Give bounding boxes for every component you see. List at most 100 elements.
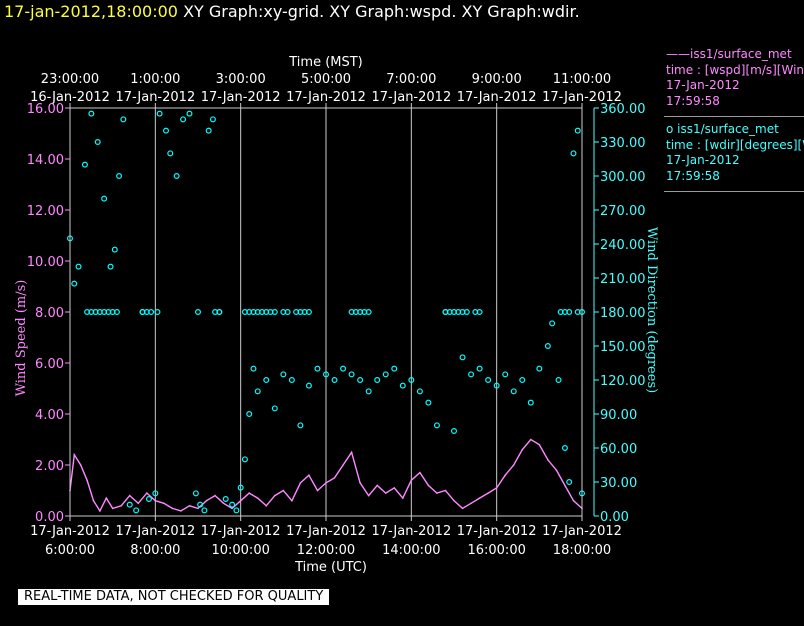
wdir-point xyxy=(323,371,330,378)
wspd-point xyxy=(291,499,293,502)
wdir-point xyxy=(519,377,526,384)
wdir-point xyxy=(81,161,88,168)
legend-wind-direction: o iss1/surface_met time : [wdir][degrees… xyxy=(666,122,804,184)
wspd-point xyxy=(222,502,225,505)
top-axis: 23:00:00 16-Jan-2012 1:00:00 17-Jan-2012 3:0… xyxy=(30,72,622,108)
wdir-point xyxy=(186,110,193,117)
bottom-tick-date: 17-Jan-2012 xyxy=(457,524,537,539)
bottom-tick-time: 16:00:00 xyxy=(467,543,525,558)
wdir-point xyxy=(152,490,159,497)
wdir-point xyxy=(233,507,240,514)
right-tick-label: 270.00 xyxy=(600,204,646,219)
top-axis-title: Time (MST) xyxy=(288,55,363,70)
wspd-point xyxy=(325,482,327,484)
wspd-point xyxy=(393,487,396,489)
wdir-point xyxy=(468,371,475,378)
chart-grid xyxy=(154,108,498,516)
wdir-point xyxy=(180,116,187,123)
wspd-point xyxy=(564,484,566,487)
wdir-point xyxy=(527,399,534,406)
wdir-point xyxy=(192,490,199,497)
wdir-point xyxy=(94,139,101,146)
wind-speed-series xyxy=(69,438,583,513)
wspd-point xyxy=(79,464,82,466)
legend-wdir-date: 17-Jan-2012 xyxy=(666,153,740,167)
wspd-point xyxy=(470,502,472,505)
wdir-point xyxy=(485,377,492,384)
wdir-point xyxy=(246,411,253,418)
wspd-point xyxy=(350,451,353,454)
wspd-point xyxy=(205,499,208,502)
wdir-point xyxy=(399,382,406,389)
wspd-point xyxy=(521,448,524,451)
wspd-point xyxy=(538,443,541,446)
wspd-point xyxy=(547,459,549,461)
wdir-point xyxy=(241,456,248,463)
wdir-point xyxy=(391,365,398,372)
right-tick-label: 60.00 xyxy=(600,442,637,457)
wdir-point xyxy=(493,382,500,389)
wspd-point xyxy=(376,484,379,487)
bottom-tick-date: 17-Jan-2012 xyxy=(115,524,195,539)
wspd-point xyxy=(231,507,233,510)
wspd-point xyxy=(120,505,122,507)
wdir-point xyxy=(156,110,163,117)
wdir-point xyxy=(163,127,170,134)
wdir-point xyxy=(116,173,123,180)
wdir-point xyxy=(280,371,287,378)
legend-wdir-time: 17:59:58 xyxy=(666,168,720,183)
wdir-point xyxy=(288,377,295,384)
wdir-point xyxy=(433,422,440,429)
bottom-tick-date: 17-Jan-2012 xyxy=(30,524,110,539)
wspd-point xyxy=(555,469,558,471)
left-tick-label: 0.00 xyxy=(35,510,64,525)
top-tick-date: 17-Jan-2012 xyxy=(542,90,622,105)
bottom-tick-date: 17-Jan-2012 xyxy=(201,524,281,539)
wspd-point xyxy=(367,494,370,497)
top-tick-time: 5:00:00 xyxy=(301,72,351,87)
wdir-point xyxy=(75,263,82,270)
wdir-point xyxy=(510,388,517,395)
wdir-point xyxy=(459,354,466,361)
wdir-point xyxy=(173,173,180,180)
wspd-point xyxy=(478,497,481,499)
wdir-point xyxy=(365,388,372,395)
wdir-point xyxy=(502,371,509,378)
wdir-point xyxy=(195,309,202,316)
legend-wdir-source: o iss1/surface_met xyxy=(666,122,779,136)
wspd-point xyxy=(248,492,250,494)
wdir-point xyxy=(250,365,257,372)
wdir-point xyxy=(331,377,338,384)
wdir-point xyxy=(205,127,212,134)
wdir-point xyxy=(126,501,133,508)
wspd-point xyxy=(111,507,114,510)
wdir-point xyxy=(237,484,244,491)
wdir-point xyxy=(408,377,415,384)
wspd-point xyxy=(427,484,430,487)
wspd-point xyxy=(86,479,88,482)
wdir-point xyxy=(154,309,161,316)
wdir-point xyxy=(549,320,556,327)
top-tick-time: 3:00:00 xyxy=(216,72,266,87)
top-tick-time: 9:00:00 xyxy=(472,72,522,87)
wdir-point xyxy=(416,388,423,395)
wdir-point xyxy=(476,309,483,316)
wdir-point xyxy=(374,377,381,384)
wdir-point xyxy=(167,150,174,157)
wdir-point xyxy=(284,309,291,316)
right-tick-label: 120.00 xyxy=(600,374,646,389)
wspd-point xyxy=(402,497,404,499)
wdir-point xyxy=(133,507,140,514)
wdir-point xyxy=(197,501,204,508)
wspd-point xyxy=(419,471,421,474)
right-tick-label: 180.00 xyxy=(600,306,646,321)
right-tick-label: 30.00 xyxy=(600,476,637,491)
wspd-point xyxy=(163,502,165,505)
bottom-tick-time: 12:00:00 xyxy=(297,543,355,558)
wdir-point xyxy=(297,422,304,429)
right-tick-label: 240.00 xyxy=(600,238,646,253)
left-tick-label: 10.00 xyxy=(27,255,64,270)
wspd-point xyxy=(180,510,182,512)
wdir-point xyxy=(88,110,95,117)
right-tick-label: 360.00 xyxy=(600,102,646,117)
